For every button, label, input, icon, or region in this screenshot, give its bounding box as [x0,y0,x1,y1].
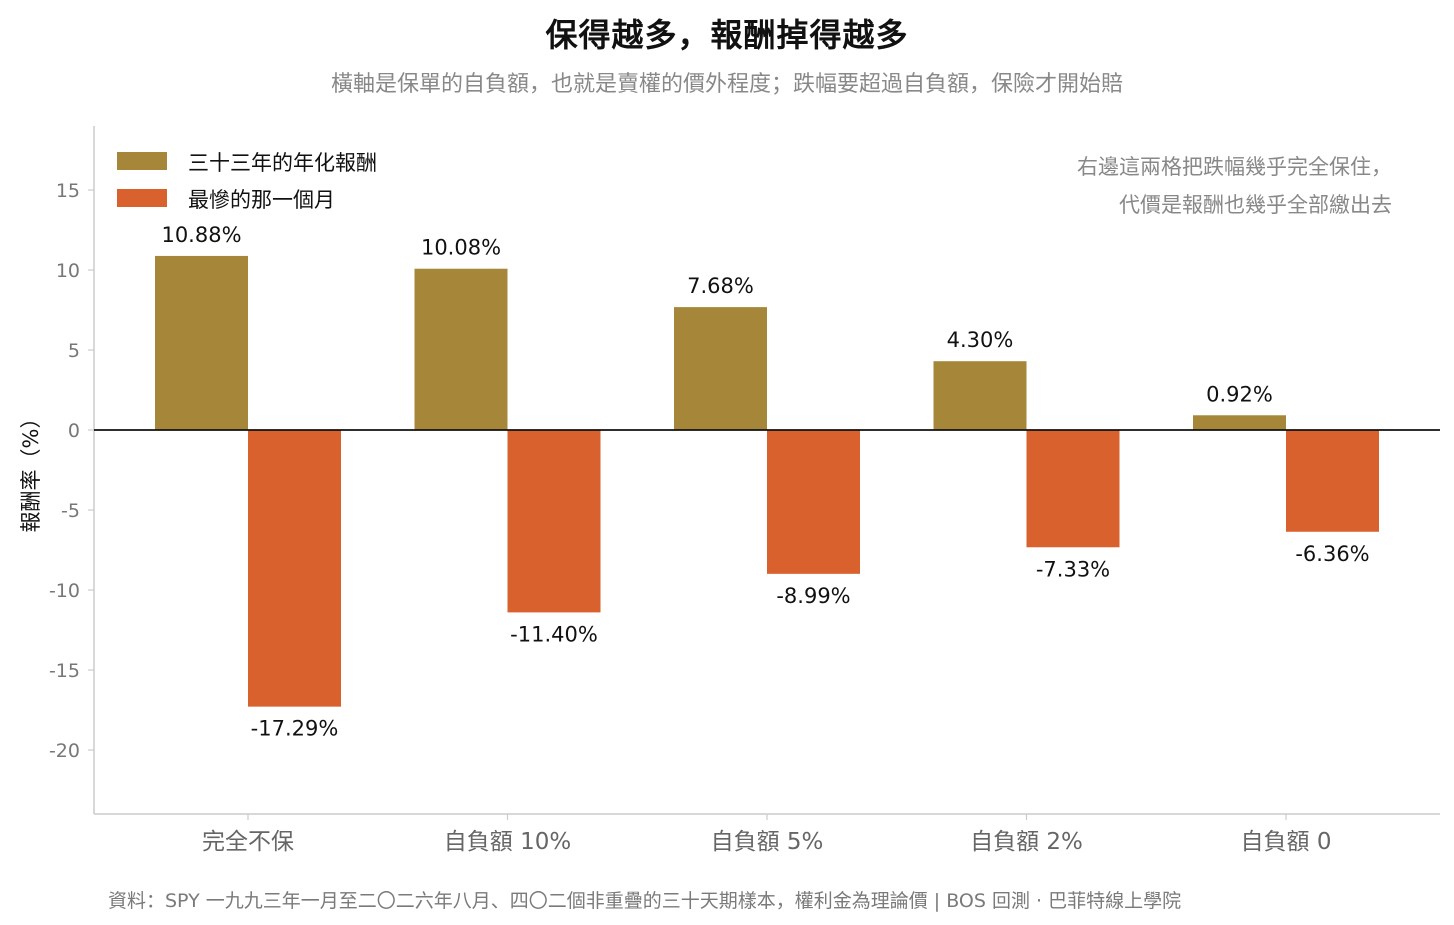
y-tick-label: -15 [49,660,80,682]
bar-worst-month [1026,430,1120,548]
chart-title: 保得越多，報酬掉得越多 [545,16,909,54]
x-tick-label: 自負額 2% [970,829,1083,855]
legend-label: 三十三年的年化報酬 [188,151,377,175]
y-tick-label: 5 [68,340,80,362]
x-tick-label: 完全不保 [202,829,294,855]
bar-worst-month [767,430,860,574]
chart-subtitle: 橫軸是保單的自負額，也就是賣權的價外程度；跌幅要超過自負額，保險才開始賠 [330,72,1123,97]
data-label: -17.29% [251,717,339,741]
x-tick-label: 自負額 10% [444,829,571,855]
data-label: 10.88% [161,223,241,247]
data-label: 0.92% [1206,382,1273,406]
chart-source: 資料：SPY 一九九三年一月至二〇二六年八月、四〇二個非重疊的三十天期樣本，權利… [108,890,1182,912]
bar-worst-month [1286,430,1379,532]
bar-annual-return [933,361,1027,430]
data-label: -6.36% [1295,542,1369,566]
legend-label: 最慘的那一個月 [188,188,335,212]
bar-annual-return [155,255,248,430]
legend-swatch [117,189,167,207]
y-tick-label: 10 [56,260,80,282]
y-tick-label: 0 [68,420,80,442]
bar-worst-month [248,430,341,707]
x-tick-label: 自負額 0 [1241,829,1332,855]
bar-annual-return [1193,415,1286,430]
y-axis-label: 報酬率（%） [19,408,43,533]
data-label: 4.30% [947,328,1014,352]
bar-worst-month [507,430,601,613]
y-tick-label: 15 [56,180,80,202]
bar-annual-return [414,268,508,430]
bar-annual-return [674,307,767,430]
data-label: -11.40% [510,622,598,646]
data-label: 7.68% [687,274,754,298]
y-tick-label: -10 [49,580,80,602]
legend-swatch [117,152,167,170]
x-tick-label: 自負額 5% [711,829,824,855]
data-label: -8.99% [776,584,850,608]
y-tick-label: -5 [61,500,80,522]
y-tick-label: -20 [49,740,80,762]
data-label: 10.08% [421,236,501,260]
data-label: -7.33% [1036,557,1110,581]
annotation-text: 代價是報酬也幾乎全部繳出去 [1119,193,1392,217]
annotation-text: 右邊這兩格把跌幅幾乎完全保住， [1077,155,1392,179]
